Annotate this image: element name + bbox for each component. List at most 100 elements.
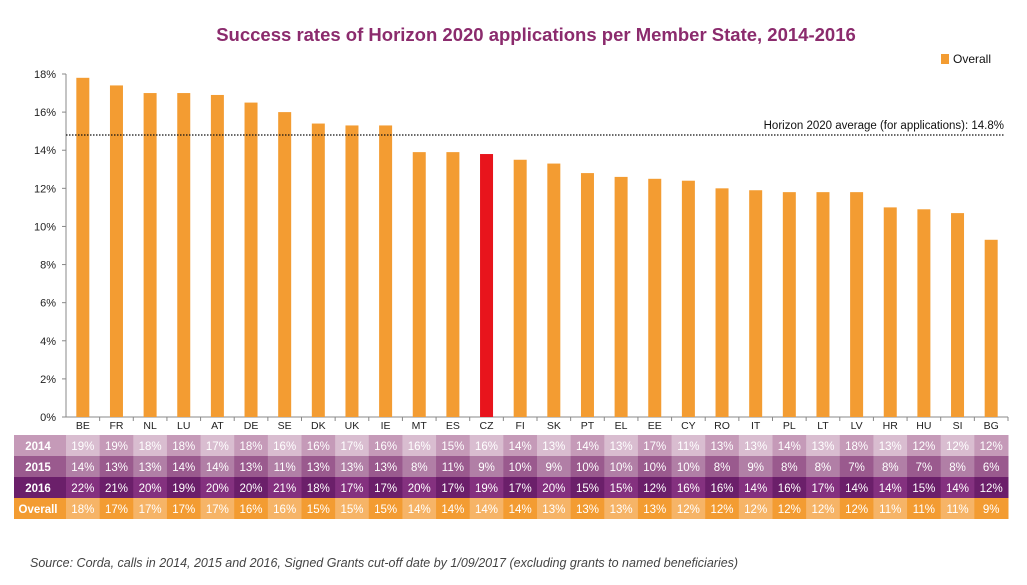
table-cell-bg — [301, 435, 336, 456]
bar-fr — [109, 85, 123, 417]
table-cell-bg — [503, 435, 538, 456]
table-row-header: 2014 — [25, 441, 51, 453]
table-cell: 12% — [980, 441, 1003, 453]
table-cell: 14% — [509, 441, 532, 453]
table-cell-bg — [537, 477, 572, 498]
table-cell-bg — [604, 435, 639, 456]
table-cell: 17% — [105, 504, 128, 516]
table-cell-bg — [234, 456, 269, 477]
table-cell-bg — [637, 435, 673, 456]
y-tick-label: 12% — [34, 183, 56, 195]
table-cell-bg — [671, 498, 706, 519]
table-cell-bg — [705, 498, 740, 519]
table-cell-bg — [940, 456, 975, 477]
table-cell-bg — [66, 456, 101, 477]
table-cell-bg — [907, 456, 942, 477]
table-cell: 15% — [441, 441, 464, 453]
table-cell-bg — [907, 498, 942, 519]
table-cell: 13% — [105, 462, 128, 474]
table-cell: 20% — [408, 483, 431, 495]
table-cell: 17% — [340, 441, 363, 453]
table-cell-bg — [806, 456, 841, 477]
table-cell-bg — [99, 477, 134, 498]
table-cell: 19% — [71, 441, 94, 453]
bar-el — [614, 176, 628, 417]
table-cell-bg — [436, 435, 471, 456]
table-cell: 17% — [340, 483, 363, 495]
table-cell-bg — [368, 498, 403, 519]
table-cell: 10% — [610, 462, 633, 474]
table-cell-bg — [402, 456, 437, 477]
table-cell-bg — [503, 498, 538, 519]
table-cell: 20% — [542, 483, 565, 495]
table-cell: 16% — [273, 504, 296, 516]
table-cell: 20% — [206, 483, 229, 495]
table-cell-bg — [368, 456, 403, 477]
x-tick-label: NL — [143, 420, 157, 432]
bar-dk — [311, 123, 325, 418]
bar-sk — [547, 163, 561, 417]
table-cell: 11% — [274, 462, 296, 474]
source-note: Source: Corda, calls in 2014, 2015 and 2… — [30, 556, 739, 570]
table-cell: 12% — [946, 441, 969, 453]
x-tick-label: RO — [714, 420, 730, 432]
y-tick-label: 16% — [34, 107, 56, 119]
table-cell: 19% — [475, 483, 498, 495]
table-cell: 14% — [879, 483, 902, 495]
x-tick-label: MT — [412, 420, 428, 432]
table-cell-bg — [974, 435, 1009, 456]
table-row-header-cell — [14, 498, 66, 519]
table-cell: 12% — [643, 483, 666, 495]
table-cell: 8% — [815, 462, 832, 474]
table-cell: 11% — [879, 504, 901, 516]
table-cell-bg — [166, 435, 202, 456]
table-cell-bg — [873, 435, 908, 456]
table-cell: 16% — [408, 441, 431, 453]
table-row-header: Overall — [19, 504, 58, 516]
table-cell-bg — [637, 477, 673, 498]
table-cell-bg — [671, 456, 706, 477]
table-row-header-cell — [14, 456, 66, 477]
table-cell: 15% — [610, 483, 633, 495]
x-tick-label: PL — [783, 420, 796, 432]
bars — [76, 77, 998, 418]
table-cell-bg — [436, 498, 471, 519]
table-cell-bg — [705, 477, 740, 498]
table-cell-bg — [166, 477, 202, 498]
table-cell-bg — [200, 435, 235, 456]
x-tick-label: DK — [311, 420, 326, 432]
bar-lu — [177, 93, 191, 418]
table-cell-bg — [839, 456, 874, 477]
table-cell: 12% — [744, 504, 767, 516]
bar-hr — [883, 207, 897, 417]
table-cell: 14% — [475, 504, 498, 516]
table-cell: 9% — [478, 462, 495, 474]
x-tick-label: EE — [648, 420, 662, 432]
table-row-header-cell — [14, 435, 66, 456]
table-cell-bg — [604, 477, 639, 498]
table-cell-bg — [166, 498, 202, 519]
table-row-header: 2015 — [25, 462, 51, 474]
table-cell-bg — [772, 498, 807, 519]
table-cell-bg — [604, 456, 639, 477]
table-cell-bg — [806, 498, 841, 519]
x-tick-label: SE — [278, 420, 292, 432]
x-tick-label: BG — [984, 420, 999, 432]
table-cell-bg — [503, 456, 538, 477]
table-cell: 8% — [949, 462, 966, 474]
table-cell: 13% — [610, 441, 633, 453]
table-cell-bg — [604, 498, 639, 519]
y-tick-label: 10% — [34, 221, 56, 233]
table-cell: 15% — [912, 483, 935, 495]
table-cell: 13% — [744, 441, 767, 453]
table-cell: 14% — [946, 483, 969, 495]
table-cell-bg — [873, 456, 908, 477]
table-cell-bg — [671, 435, 706, 456]
x-tick-label: BE — [76, 420, 90, 432]
table-cell-bg — [469, 435, 504, 456]
table-cell: 10% — [576, 462, 599, 474]
table-cell-bg — [469, 498, 504, 519]
table-cell-bg — [234, 435, 269, 456]
table-cell: 14% — [509, 504, 532, 516]
